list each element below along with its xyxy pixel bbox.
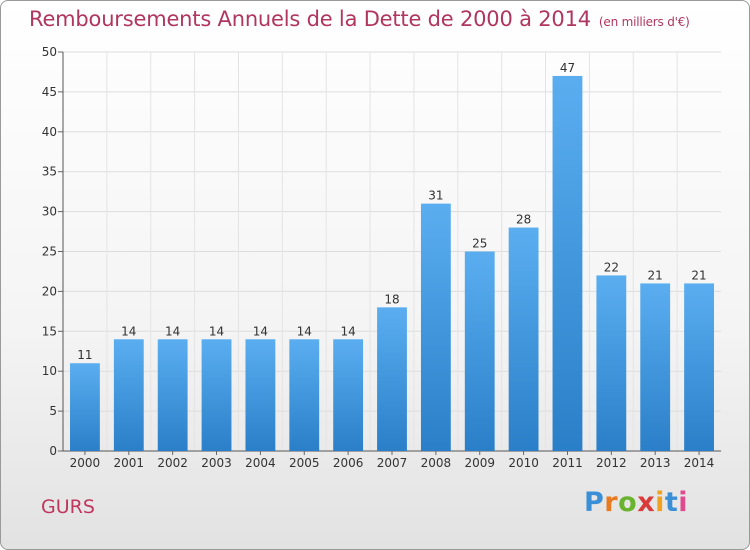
x-tick-label: 2013 (640, 456, 671, 470)
x-tick-label: 2003 (201, 456, 232, 470)
x-tick-label: 2007 (377, 456, 408, 470)
proxiti-logo: Proxiti (584, 487, 689, 518)
bar (70, 363, 100, 451)
data-label: 28 (516, 213, 531, 227)
data-label: 21 (691, 268, 706, 282)
bar (245, 339, 276, 451)
chart-subtitle: (en milliers d'€) (598, 15, 690, 29)
chart-title: Remboursements Annuels de la Dette de 20… (29, 7, 690, 31)
data-label: 47 (560, 61, 575, 75)
y-tick-label: 50 (42, 45, 57, 59)
bars (70, 75, 714, 451)
data-label: 18 (384, 292, 399, 306)
y-tick-label: 25 (42, 245, 57, 259)
y-tick-label: 45 (42, 85, 57, 99)
data-label: 31 (428, 189, 443, 203)
bar (552, 75, 583, 451)
x-tick-label: 2000 (70, 456, 101, 470)
data-label: 14 (121, 324, 136, 338)
x-tick-label: 2008 (421, 456, 452, 470)
labels: 0 5 10 15 20 25 30 35 40 45 50 11 2000 14 2001 14 2002 14… (42, 45, 715, 470)
bar (464, 251, 495, 451)
bar (157, 339, 188, 451)
commune-name: GURS (41, 496, 95, 518)
x-tick-label: 2011 (552, 456, 583, 470)
bar (684, 283, 714, 451)
y-tick-label: 20 (42, 284, 57, 298)
x-tick-label: 2005 (289, 456, 320, 470)
bar (201, 339, 232, 451)
bar (508, 227, 539, 451)
bar (420, 203, 451, 451)
bar (289, 339, 320, 451)
x-tick-label: 2009 (464, 456, 495, 470)
data-label: 14 (253, 324, 268, 338)
y-tick-label: 35 (42, 165, 57, 179)
x-tick-label: 2014 (684, 456, 715, 470)
data-label: 14 (209, 324, 224, 338)
x-tick-label: 2004 (245, 456, 276, 470)
y-tick-label: 15 (42, 324, 57, 338)
x-tick-label: 2012 (596, 456, 627, 470)
bar (596, 275, 627, 451)
data-label: 21 (648, 268, 663, 282)
y-tick-label: 0 (49, 444, 57, 458)
chart-title-text: Remboursements Annuels de la Dette de 20… (29, 7, 591, 31)
data-label: 14 (165, 324, 180, 338)
bar (333, 339, 364, 451)
bar (113, 339, 144, 451)
x-tick-label: 2010 (508, 456, 539, 470)
data-label: 11 (77, 348, 92, 362)
y-tick-label: 40 (42, 125, 57, 139)
data-label: 25 (472, 237, 487, 251)
x-tick-label: 2006 (333, 456, 364, 470)
bar (377, 307, 407, 451)
x-tick-label: 2002 (157, 456, 188, 470)
x-tick-label: 2001 (114, 456, 145, 470)
bar (640, 283, 671, 451)
data-label: 14 (297, 324, 312, 338)
y-tick-label: 10 (42, 364, 57, 378)
y-tick-label: 5 (49, 404, 57, 418)
y-tick-label: 30 (42, 205, 57, 219)
data-label: 14 (340, 324, 355, 338)
data-label: 22 (604, 260, 619, 274)
